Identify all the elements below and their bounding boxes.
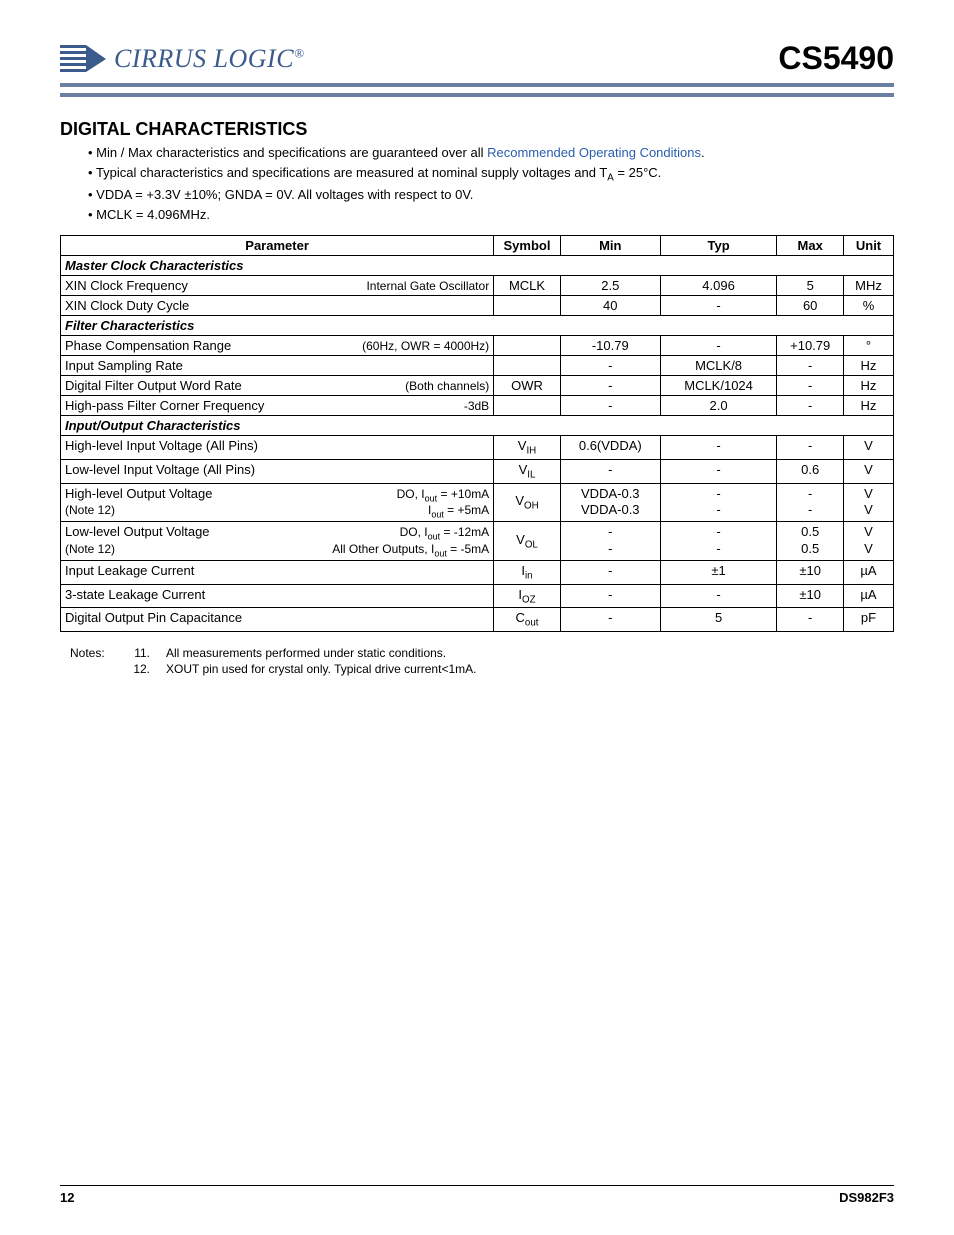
section-title: DIGITAL CHARACTERISTICS (60, 119, 894, 140)
table-header-row: Parameter Symbol Min Typ Max Unit (61, 236, 894, 256)
bullet-2: • Typical characteristics and specificat… (88, 164, 894, 185)
th-typ: Typ (660, 236, 777, 256)
part-number: CS5490 (778, 40, 894, 77)
table-row: High-level Input Voltage (All Pins) VIH … (61, 436, 894, 460)
logo-icon (60, 41, 108, 77)
header-rule-1 (60, 83, 894, 87)
table-row: Digital Filter Output Word Rate(Both cha… (61, 376, 894, 396)
table-row: Phase Compensation Range(60Hz, OWR = 400… (61, 336, 894, 356)
group-filter: Filter Characteristics (61, 316, 894, 336)
page-number: 12 (60, 1190, 74, 1205)
bullet-1: • Min / Max characteristics and specific… (88, 144, 894, 162)
table-row: Digital Output Pin Capacitance Cout -5-p… (61, 608, 894, 632)
bullet-4: • MCLK = 4.096MHz. (88, 206, 894, 224)
table-row: Input Leakage Current Iin -±1±10µA (61, 561, 894, 585)
doc-number: DS982F3 (839, 1190, 894, 1205)
table-row: Low-level Input Voltage (All Pins) VIL -… (61, 459, 894, 483)
th-min: Min (560, 236, 660, 256)
table-row: XIN Clock FrequencyInternal Gate Oscilla… (61, 276, 894, 296)
table-row: High-level Output VoltageDO, Iout = +10m… (61, 483, 894, 522)
table-row: High-pass Filter Corner Frequency-3dB -2… (61, 396, 894, 416)
condition-bullets: • Min / Max characteristics and specific… (88, 142, 894, 225)
notes: Notes: 11. All measurements performed un… (70, 644, 894, 678)
note-12: XOUT pin used for crystal only. Typical … (166, 662, 476, 676)
logo-text: CIRRUS LOGIC® (114, 44, 304, 74)
recommended-conditions-link[interactable]: Recommended Operating Conditions (487, 145, 701, 160)
th-unit: Unit (844, 236, 894, 256)
notes-label: Notes: (70, 646, 114, 660)
note-11: All measurements performed under static … (166, 646, 446, 660)
page-footer: 12 DS982F3 (60, 1185, 894, 1205)
logo: CIRRUS LOGIC® (60, 41, 304, 77)
table-row: Input Sampling Rate -MCLK/8-Hz (61, 356, 894, 376)
spec-table: Parameter Symbol Min Typ Max Unit Master… (60, 235, 894, 632)
table-row: Low-level Output VoltageDO, Iout = -12mA… (61, 522, 894, 561)
group-io: Input/Output Characteristics (61, 416, 894, 436)
th-parameter: Parameter (61, 236, 494, 256)
th-symbol: Symbol (494, 236, 561, 256)
header-rule-2 (60, 93, 894, 97)
bullet-3: • VDDA = +3.3V ±10%; GNDA = 0V. All volt… (88, 186, 894, 204)
table-row: 3-state Leakage Current IOZ --±10µA (61, 584, 894, 608)
table-row: XIN Clock Duty Cycle 40-60% (61, 296, 894, 316)
th-max: Max (777, 236, 844, 256)
page-header: CIRRUS LOGIC® CS5490 (60, 40, 894, 77)
group-master-clock: Master Clock Characteristics (61, 256, 894, 276)
